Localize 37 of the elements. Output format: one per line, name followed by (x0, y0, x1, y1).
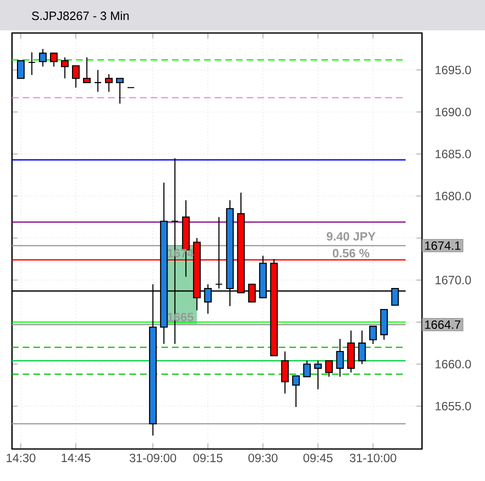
candlestick (281, 350, 289, 394)
x-tick-label: 09:15 (193, 454, 222, 462)
chart-title: S.JPJ8267 - 3 Min (32, 11, 129, 20)
annotation: 0.56 % (332, 248, 370, 258)
candlestick (83, 56, 91, 84)
x-tick-label: 31-10:00 (350, 454, 396, 462)
candlestick (358, 330, 366, 365)
candlestick (369, 326, 377, 344)
candlestick (116, 78, 124, 104)
y-tick-label: 1655.0 (436, 402, 471, 410)
x-tick-label: 14:45 (62, 454, 90, 462)
y-tick-label: 1680.0 (436, 192, 471, 200)
candlestick (105, 74, 113, 92)
annotation: 9.40 JPY (326, 232, 376, 241)
x-tick-label: 09:45 (303, 454, 332, 462)
candlestick (325, 360, 333, 378)
candlestick (28, 52, 36, 76)
y-tick-label: 1690.0 (436, 108, 471, 116)
candlestick (38, 48, 47, 68)
x-tick-label: 31-09:00 (130, 454, 176, 462)
candlestick (94, 69, 102, 92)
candlestick (314, 360, 322, 390)
candlestick (50, 52, 58, 68)
y-tick-label: 1670.0 (436, 276, 471, 284)
candlestick (61, 56, 69, 79)
x-tick-label: 09:30 (248, 454, 278, 462)
x-tick-label: 14:30 (6, 454, 36, 462)
y-tick-label: 1695.0 (436, 66, 471, 74)
y-tick-label: 1660.0 (436, 360, 471, 368)
ref-line-label: 1664.7 (425, 320, 460, 329)
candlestick (72, 65, 80, 88)
ref-line-label: 1674.1 (425, 241, 460, 250)
candlestick (336, 338, 344, 378)
y-tick-label: 1685.0 (436, 150, 471, 158)
candlestick (303, 360, 311, 378)
candlestick (215, 216, 223, 290)
candlestick (292, 375, 300, 408)
